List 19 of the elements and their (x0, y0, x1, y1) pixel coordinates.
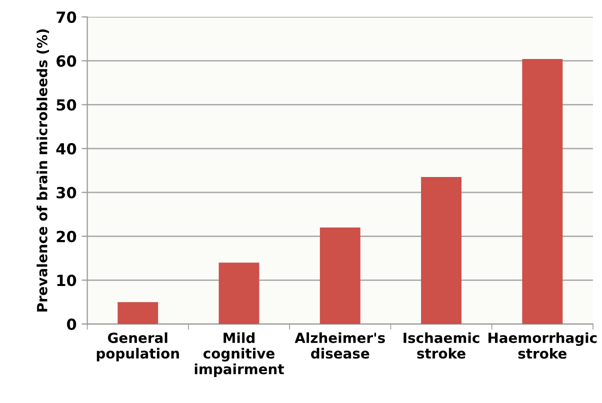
x-tick-label: Haemorrhagic stroke (488, 332, 597, 359)
y-axis-title: Prevalence of brain microbleeds (%) (36, 29, 49, 312)
y-tick-label: 40 (56, 143, 76, 155)
y-tick-label: 30 (56, 186, 76, 198)
y-tick-label: 50 (56, 99, 76, 111)
y-tick-label: 20 (56, 230, 76, 242)
bar (522, 59, 563, 324)
y-tick-label: 70 (56, 11, 76, 23)
bar (320, 228, 360, 324)
bar (218, 262, 260, 324)
x-tick-label: Ischaemic stroke (404, 332, 480, 359)
y-tick-label: 0 (66, 318, 76, 330)
y-tick-label: 10 (57, 274, 76, 286)
x-tick-label: General population (96, 332, 179, 362)
x-tick-label: Mild cognitive impairment (194, 332, 284, 377)
y-tick-label: 60 (56, 55, 76, 67)
x-tick-label: Alzheimer's disease (294, 332, 385, 359)
bar (118, 302, 158, 324)
bar (421, 177, 462, 324)
